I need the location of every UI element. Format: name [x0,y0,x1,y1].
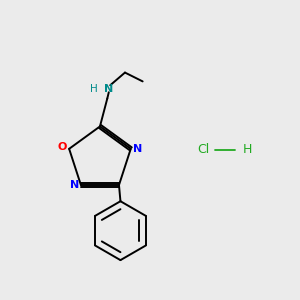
Text: Cl: Cl [197,143,209,157]
Text: H: H [90,84,98,94]
Text: H: H [242,143,252,157]
Text: O: O [58,142,68,152]
Text: N: N [104,84,113,94]
Text: N: N [133,144,142,154]
Text: N: N [70,180,79,190]
